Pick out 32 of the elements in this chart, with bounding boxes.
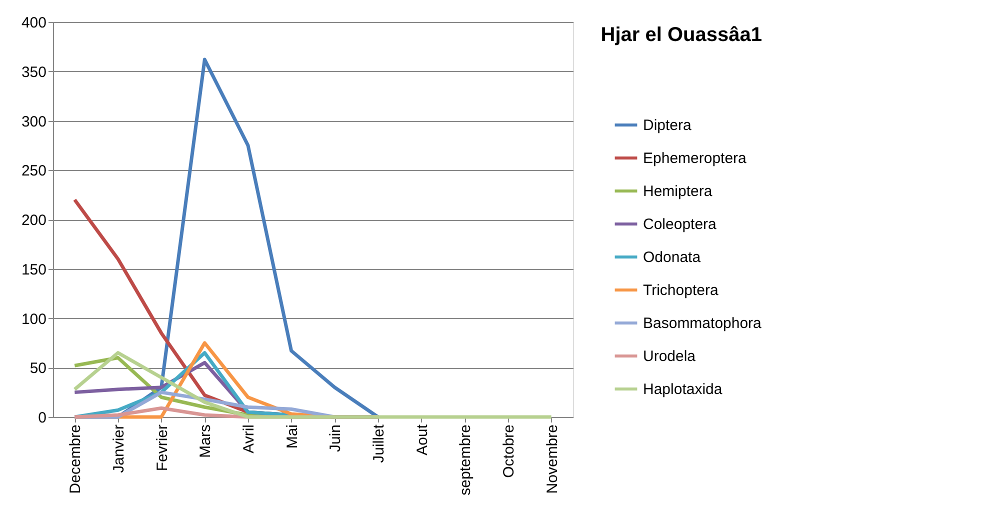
legend-label: Urodela: [643, 348, 696, 365]
x-tick-label: Octobre: [500, 424, 518, 478]
y-tick-label: 100: [21, 310, 46, 328]
legend-label: Hemiptera: [643, 183, 713, 200]
x-tick-label: Mars: [197, 424, 214, 458]
legend-label: Odonata: [643, 249, 702, 266]
legend-label: Diptera: [643, 117, 692, 134]
y-tick-label: 250: [21, 162, 46, 180]
y-tick-label: 0: [38, 410, 46, 426]
x-tick-label: septembre: [457, 424, 474, 496]
x-tick-label: Novembre: [544, 424, 561, 494]
y-tick-label: 350: [21, 64, 46, 81]
legend-label: Basommatophora: [643, 315, 762, 332]
x-tick-label: Mai: [284, 424, 301, 449]
legend-label: Coleoptera: [643, 216, 718, 233]
y-tick-label: 150: [21, 261, 46, 278]
x-tick-label: Juillet: [370, 424, 388, 463]
x-tick-label: Avril: [240, 424, 258, 454]
line-series: [72, 351, 554, 419]
y-tick-label: 50: [30, 360, 46, 378]
x-tick-label: Fevrier: [154, 424, 171, 472]
y-tick-label: 200: [21, 212, 46, 229]
legend-label: Haplotaxida: [643, 381, 723, 398]
x-tick-label: Decembre: [67, 424, 84, 494]
x-tick-label: Janvier: [110, 424, 128, 473]
y-tick-label: 300: [21, 113, 46, 130]
text: Hjar el Ouassâa1: [600, 24, 762, 46]
y-tick-label: 400: [21, 14, 46, 32]
legend-label: Trichoptera: [643, 282, 719, 299]
legend-label: Ephemeroptera: [643, 150, 748, 167]
x-tick-label: Juin: [327, 424, 344, 452]
x-tick-label: Aout: [414, 424, 431, 456]
